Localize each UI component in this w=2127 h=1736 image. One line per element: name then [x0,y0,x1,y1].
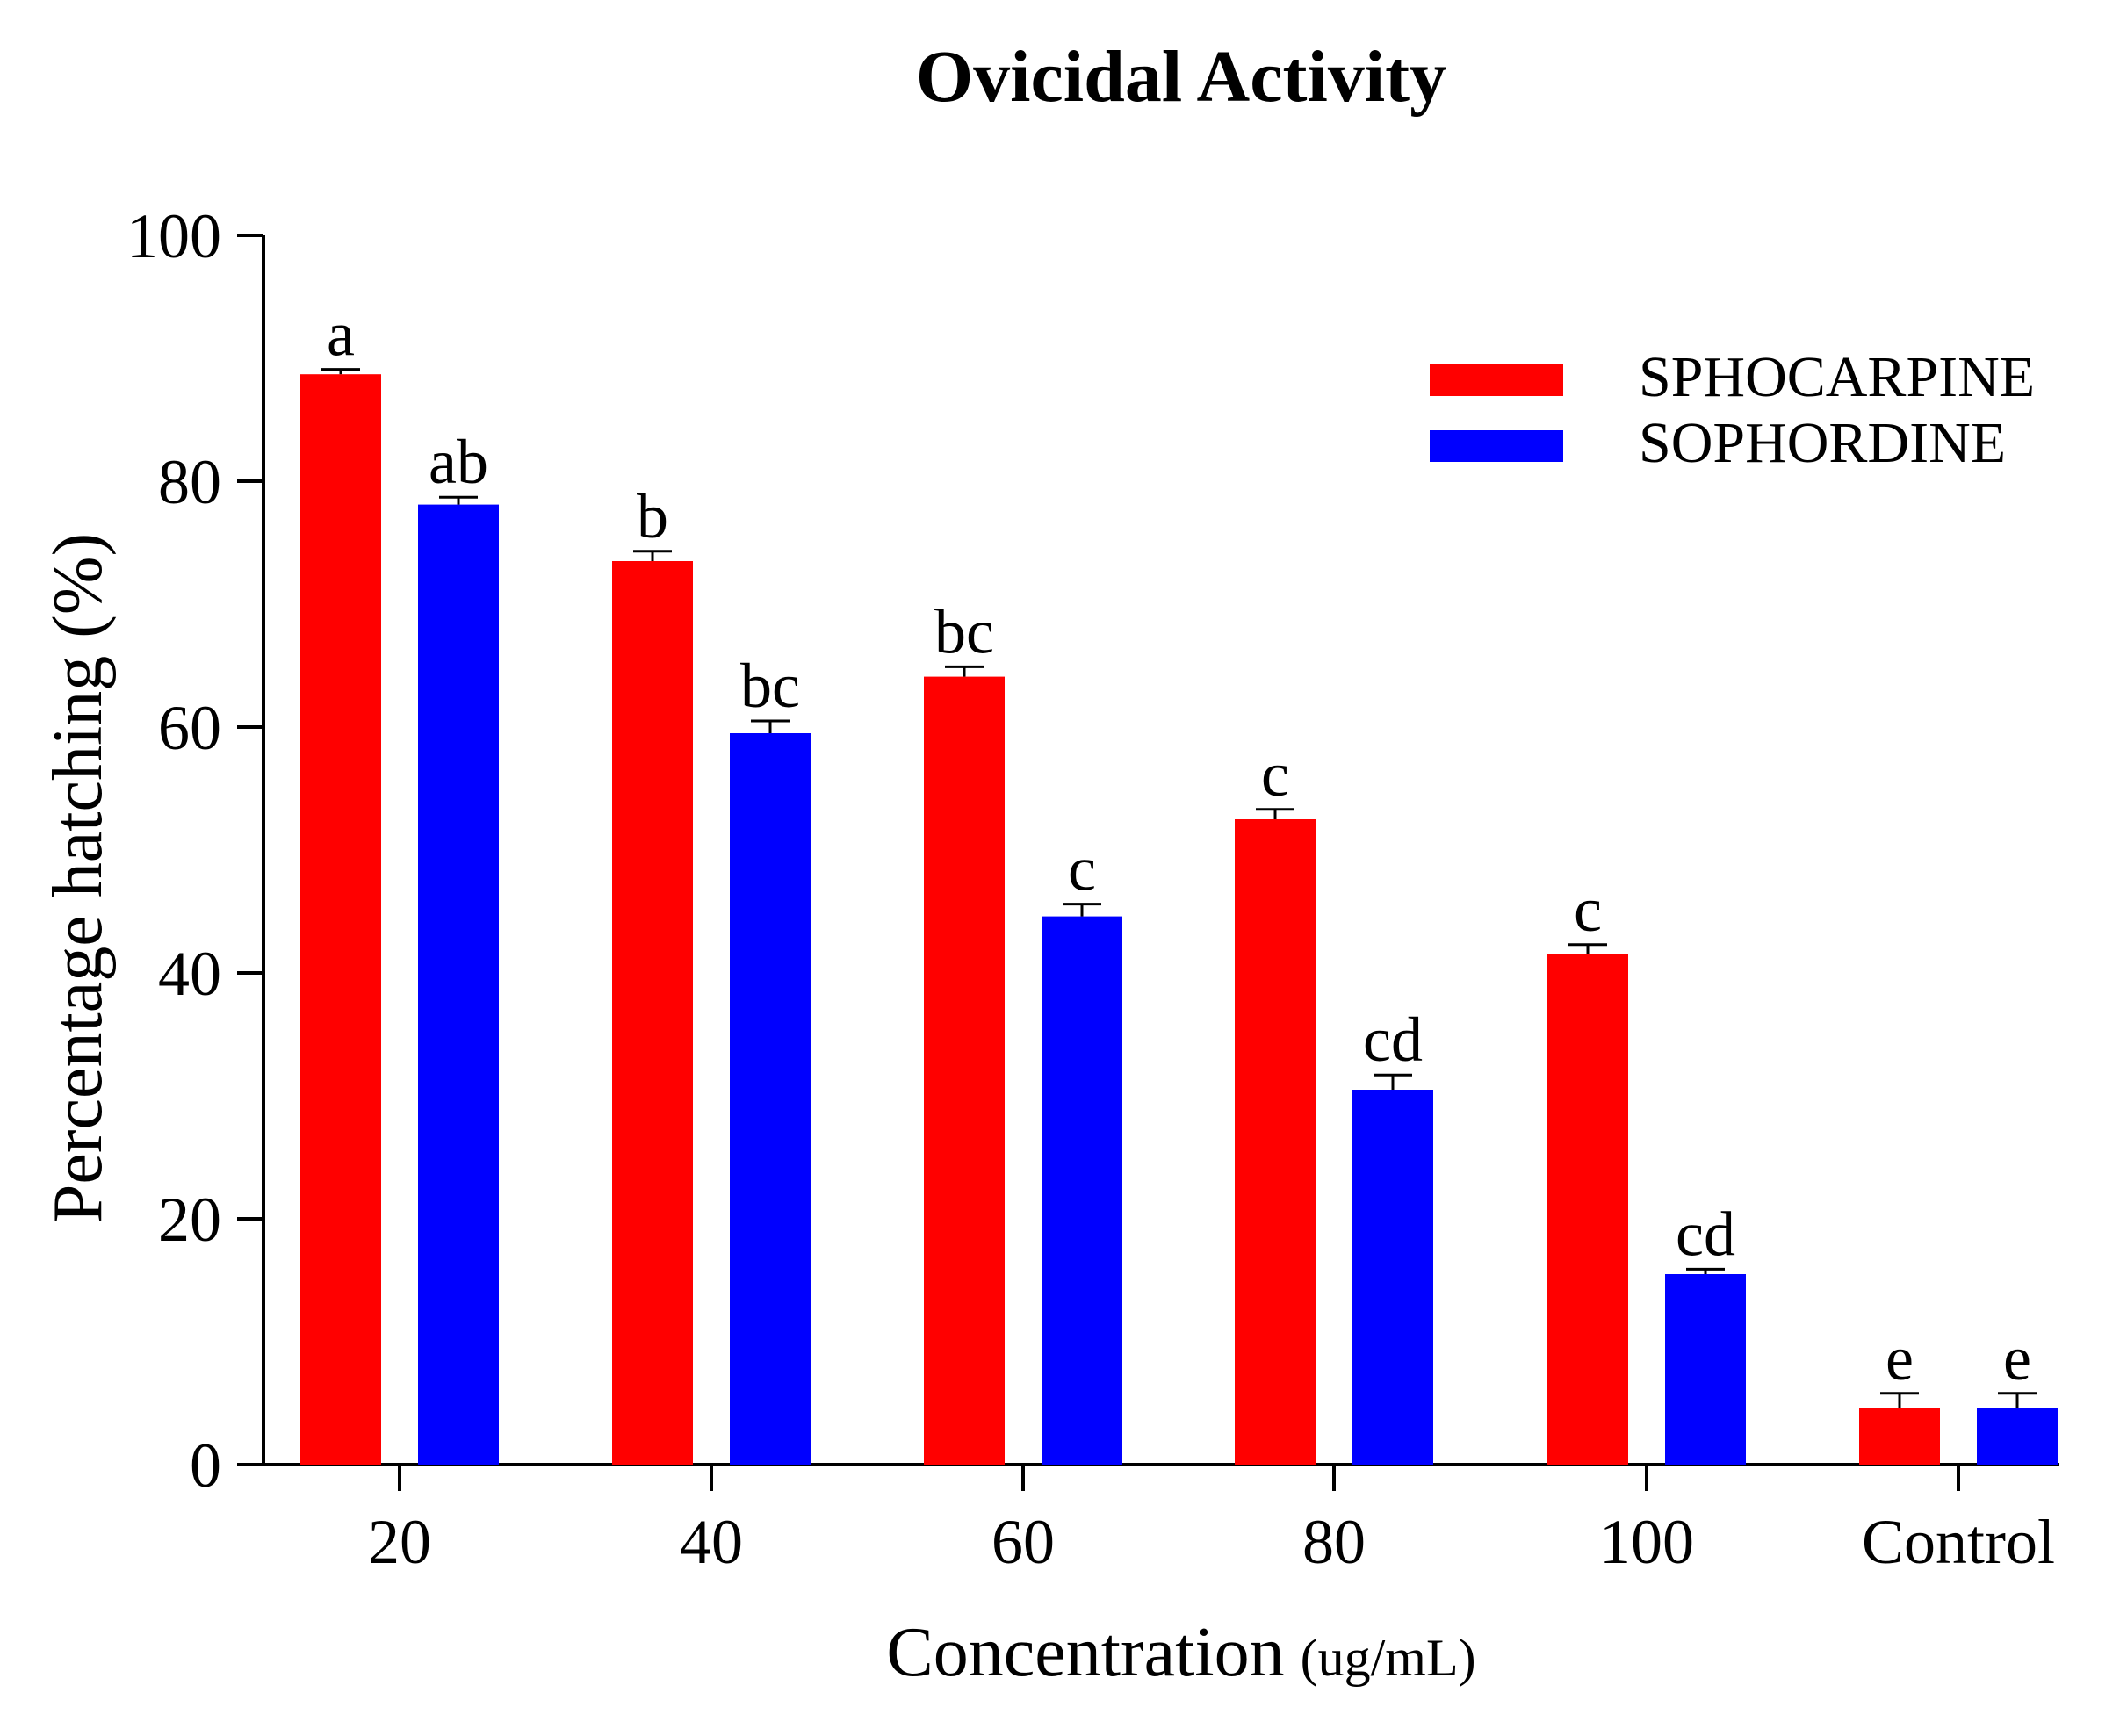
y-tick-label-80: 80 [158,447,221,517]
bar-sophordine-40 [730,733,811,1465]
y-tick-label-100: 100 [126,201,221,271]
significance-label-sphocarpine-60: bc [934,596,994,666]
bar-sophordine-100 [1665,1274,1746,1465]
legend-swatch-sphocarpine [1430,364,1563,396]
x-tick-label-60: 60 [991,1507,1055,1577]
significance-label-sophordine-20: ab [429,427,488,497]
significance-label-sophordine-control: e [2003,1323,2031,1394]
y-tick-label-20: 20 [158,1185,221,1255]
y-axis-label: Percentage hatching (%) [40,533,117,1223]
significance-label-sophordine-80: cd [1363,1005,1423,1075]
legend-label-sphocarpine: SPHOCARPINE [1639,345,2035,409]
significance-label-sphocarpine-control: e [1885,1323,1914,1394]
x-tick-label-100: 100 [1599,1507,1694,1577]
bar-sophordine-60 [1042,916,1122,1465]
significance-label-sphocarpine-20: a [327,299,355,370]
y-axis-title-group: Percentage hatching (%) [40,533,117,1223]
x-tick-label-80: 80 [1302,1507,1366,1577]
significance-label-sphocarpine-40: b [637,481,668,551]
significance-label-sphocarpine-100: c [1574,875,1602,945]
legend-label-sophordine: SOPHORDINE [1639,411,2006,475]
x-tick-label-control: Control [1862,1507,2055,1577]
bar-sophordine-control [1977,1408,2058,1465]
significance-label-sophordine-40: bc [740,651,800,721]
x-axis-unit: (ug/mL) [1301,1629,1476,1687]
significance-label-sophordine-60: c [1068,834,1096,904]
legend-swatch-sophordine [1430,430,1563,462]
bar-sophordine-80 [1352,1090,1433,1465]
y-tick-label-0: 0 [190,1430,221,1501]
chart-title: Ovicidal Activity [916,36,1446,118]
bar-sophordine-20 [418,504,499,1465]
bar-sphocarpine-100 [1547,954,1628,1465]
significance-label-sophordine-100: cd [1676,1199,1735,1269]
x-tick-label-20: 20 [368,1507,431,1577]
bar-sphocarpine-20 [300,374,381,1466]
bar-sphocarpine-40 [612,561,693,1465]
y-tick-label-60: 60 [158,693,221,763]
x-axis-title: Concentration (ug/mL) [886,1614,1475,1691]
bar-sphocarpine-control [1859,1408,1940,1465]
significance-label-sphocarpine-80: c [1261,739,1289,810]
bar-sphocarpine-60 [924,676,1005,1465]
bar-sphocarpine-80 [1235,819,1316,1465]
y-tick-label-40: 40 [158,939,221,1009]
x-tick-label-40: 40 [680,1507,743,1577]
x-axis-label: Concentration [886,1614,1284,1691]
